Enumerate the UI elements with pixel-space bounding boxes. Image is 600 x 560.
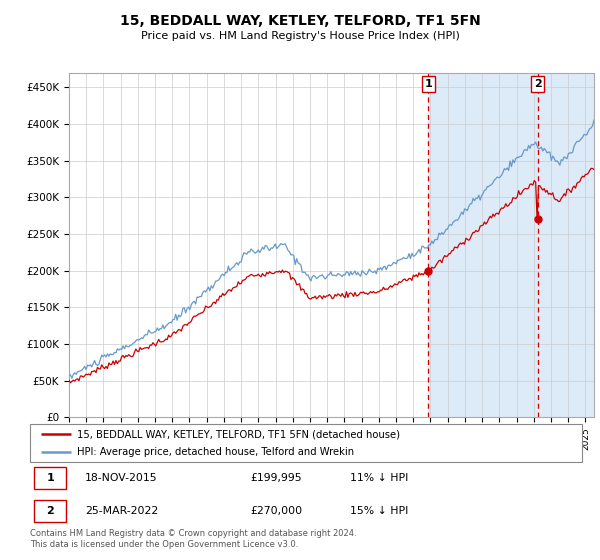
Text: 11% ↓ HPI: 11% ↓ HPI [350,473,409,483]
Bar [428,73,594,417]
Text: 25-MAR-2022: 25-MAR-2022 [85,506,158,516]
Text: 2: 2 [534,79,542,89]
FancyBboxPatch shape [30,424,582,462]
Text: 15, BEDDALL WAY, KETLEY, TELFORD, TF1 5FN (detached house): 15, BEDDALL WAY, KETLEY, TELFORD, TF1 5F… [77,429,400,439]
Text: HPI: Average price, detached house, Telford and Wrekin: HPI: Average price, detached house, Telf… [77,447,354,458]
FancyBboxPatch shape [34,467,67,489]
Text: 18-NOV-2015: 18-NOV-2015 [85,473,158,483]
Text: Price paid vs. HM Land Registry's House Price Index (HPI): Price paid vs. HM Land Registry's House … [140,31,460,41]
Text: 1: 1 [425,79,432,89]
Text: 15% ↓ HPI: 15% ↓ HPI [350,506,409,516]
Text: £199,995: £199,995 [251,473,302,483]
Text: 2: 2 [47,506,54,516]
Text: Contains HM Land Registry data © Crown copyright and database right 2024.
This d: Contains HM Land Registry data © Crown c… [30,529,356,549]
Text: 1: 1 [47,473,54,483]
Text: 15, BEDDALL WAY, KETLEY, TELFORD, TF1 5FN: 15, BEDDALL WAY, KETLEY, TELFORD, TF1 5F… [119,14,481,28]
Text: £270,000: £270,000 [251,506,303,516]
FancyBboxPatch shape [34,500,67,522]
